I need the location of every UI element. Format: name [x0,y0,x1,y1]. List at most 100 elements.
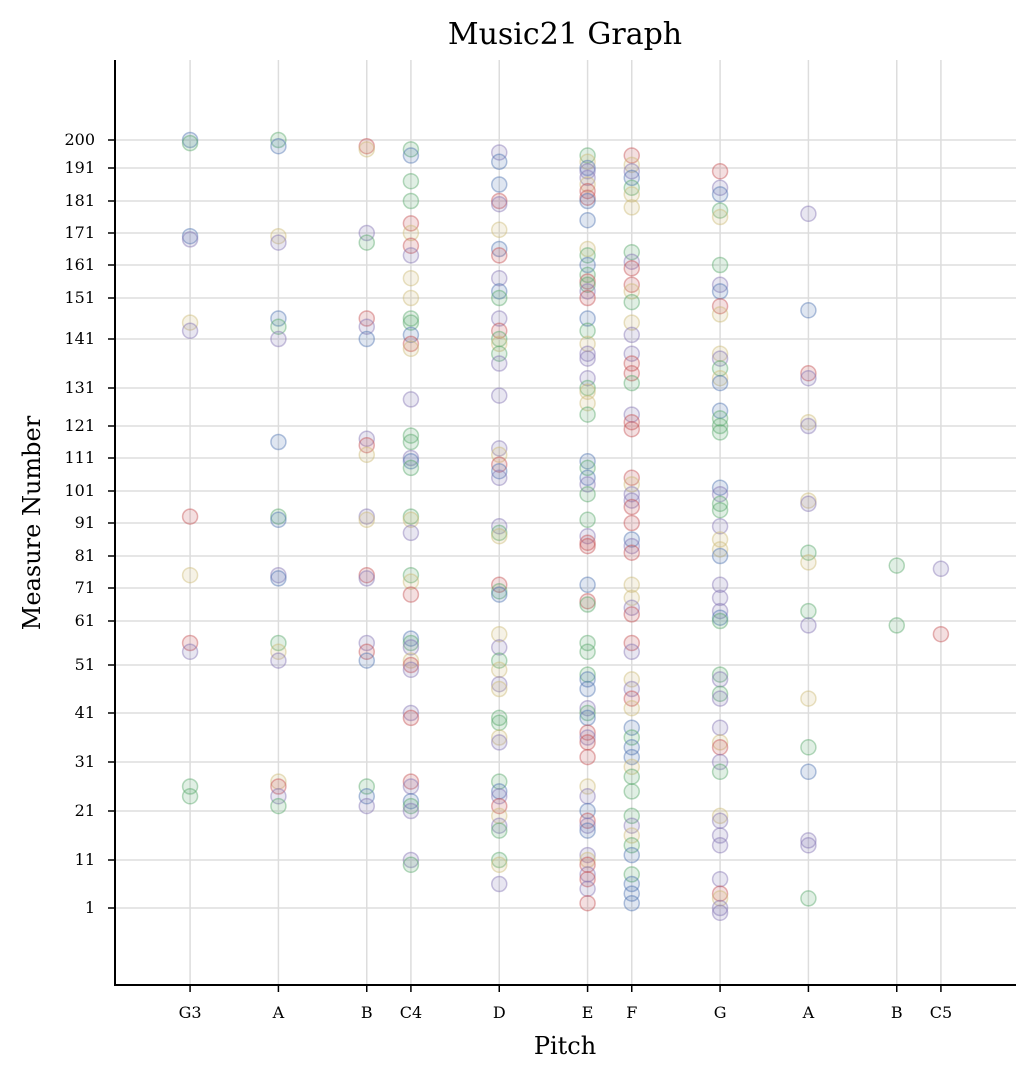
data-point [800,495,817,513]
data-point [402,147,420,164]
data-point [623,355,640,372]
data-point [711,306,729,323]
data-point [623,169,640,187]
data-point [623,537,640,555]
data-point [711,424,729,441]
data-point [358,318,375,335]
data-point [623,186,640,203]
data-point [623,875,640,893]
data-point [358,778,375,795]
data-point [711,685,729,703]
data-point [579,276,596,294]
data-point [491,524,508,542]
data-point [579,822,596,839]
data-point [711,837,729,854]
data-point [579,576,596,594]
data-point [800,492,817,509]
data-point [623,147,640,164]
data-point [579,345,596,362]
data-point [623,156,640,174]
data-point [711,827,729,844]
data-point [711,890,729,907]
data-point [579,335,596,353]
data-point [491,462,508,480]
y-tick-label: 181 [64,191,95,210]
data-point [711,602,729,620]
data-point [491,783,508,800]
data-point [402,326,420,344]
data-points-layer [181,131,950,922]
data-point [358,797,375,815]
data-point [491,469,508,487]
data-point [358,643,375,661]
data-point [579,189,596,206]
data-point [623,634,640,652]
data-point [579,788,596,805]
data-point [181,322,199,340]
data-point [579,812,596,830]
x-tick-label: G3 [179,1003,202,1022]
data-point [402,511,420,529]
data-point [270,310,287,327]
data-point [579,169,596,187]
data-point [579,182,596,200]
data-point [270,570,287,587]
data-point [579,592,596,610]
data-point [711,612,729,630]
data-point [623,837,640,854]
data-point [623,807,640,825]
data-point [491,518,508,535]
data-point [800,739,817,756]
data-point [270,788,287,805]
data-point [579,273,596,290]
data-point [491,807,508,825]
data-point [623,163,640,180]
data-point [711,369,729,387]
data-point [491,310,508,327]
data-point [181,508,199,525]
data-point [623,413,640,431]
y-tick-label: 41 [75,703,95,722]
y-tick-label: 81 [75,546,95,565]
data-point [623,827,640,844]
data-point [623,276,640,294]
data-point [623,314,640,331]
data-point [402,310,420,327]
data-point [402,851,420,869]
x-tick-label: C4 [400,1003,422,1022]
data-point [623,866,640,883]
data-point [711,518,729,535]
data-point [888,557,905,574]
data-point [623,260,640,277]
data-point [711,719,729,736]
data-point [181,788,199,805]
data-point [402,391,420,408]
data-point [711,666,729,683]
data-point [623,199,640,216]
data-point [491,335,508,353]
data-point [491,639,508,656]
data-point [270,433,287,451]
data-point [711,870,729,888]
data-point [711,734,729,751]
data-point [491,576,508,594]
y-axis-label: Measure Number [18,415,46,630]
ticks-layer: 1112131415161718191101111121131141151161… [64,130,952,1022]
data-point [711,904,729,922]
data-point [358,788,375,805]
data-point [402,459,420,477]
y-tick-label: 161 [64,255,95,274]
data-point [402,856,420,874]
data-point [491,734,508,751]
data-point [579,192,596,210]
data-point [579,856,596,874]
data-point [579,851,596,869]
data-point [402,508,420,525]
data-point [579,163,596,180]
data-point [491,387,508,404]
data-point [358,652,375,669]
data-point [623,243,640,261]
data-point [800,690,817,707]
data-point [491,269,508,287]
x-tick-label: A [802,1003,815,1022]
